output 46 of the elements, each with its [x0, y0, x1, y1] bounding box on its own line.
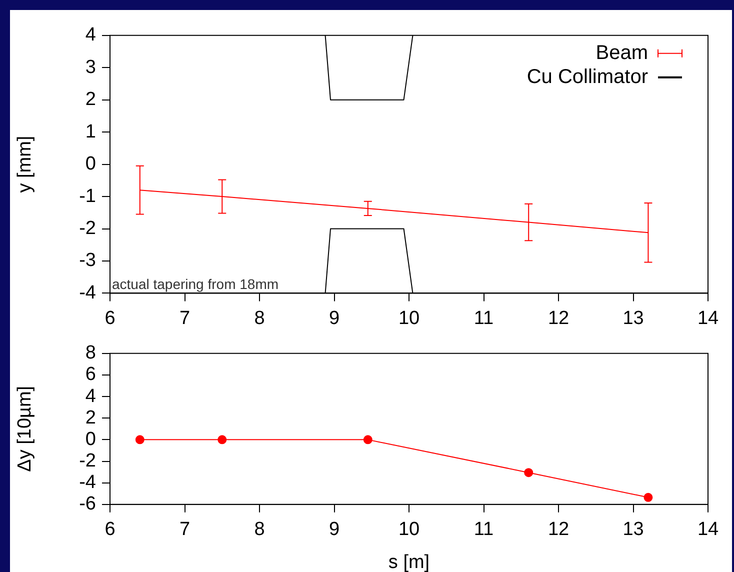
x-tick-label: 12 — [548, 308, 570, 329]
x-tick-label: 9 — [328, 519, 340, 540]
y-axis-title: Δy [10µm] — [14, 386, 36, 472]
x-tick-label: 11 — [474, 308, 494, 329]
point — [135, 435, 144, 444]
y-tick-label: -4 — [79, 282, 96, 304]
x-tick-label: 12 — [548, 519, 570, 540]
x-tick-label: 7 — [179, 308, 190, 329]
y-tick-label: -6 — [79, 494, 96, 515]
x-tick-label: 7 — [179, 519, 190, 540]
y-tick-label: 3 — [85, 56, 96, 78]
y-axis-title: y [mm] — [14, 136, 36, 193]
point — [644, 492, 653, 502]
x-tick-label: 11 — [474, 519, 494, 540]
point — [218, 435, 227, 444]
x-tick-label: 8 — [254, 308, 265, 329]
y-tick-label: 6 — [85, 364, 96, 386]
y-tick-label: 2 — [85, 407, 96, 428]
y-tick-label: 0 — [85, 154, 96, 175]
y-tick-label: 1 — [85, 121, 96, 142]
y-tick-label: -2 — [79, 218, 96, 239]
y-tick-label: -2 — [79, 450, 96, 472]
point — [363, 435, 372, 444]
x-tick-label: 8 — [254, 519, 265, 540]
y-tick-label: -4 — [79, 472, 96, 494]
x-tick-label: 13 — [622, 519, 644, 540]
x-tick-label: 10 — [398, 519, 420, 540]
y-tick-label: -1 — [79, 186, 96, 207]
y-tick-label: 0 — [85, 428, 96, 450]
x-tick-label: 6 — [104, 308, 116, 329]
y-tick-label: -3 — [79, 250, 96, 272]
x-tick-label: 14 — [697, 519, 719, 540]
x-tick-label: 9 — [328, 308, 340, 329]
legend-label: Beam — [596, 42, 648, 64]
x-tick-label: 13 — [622, 308, 644, 329]
x-tick-label: 10 — [398, 308, 420, 329]
y-tick-label: 4 — [85, 24, 96, 46]
legend-label: Cu Collimator — [526, 66, 648, 88]
y-tick-label: 8 — [85, 342, 96, 364]
x-axis-title: s [m] — [388, 552, 430, 572]
annotation: actual tapering from 18mm — [112, 276, 279, 292]
y-tick-label: 4 — [85, 386, 96, 407]
y-tick-label: 2 — [85, 89, 96, 110]
x-tick-label: 14 — [697, 308, 719, 329]
x-tick-label: 6 — [104, 519, 116, 540]
point — [524, 468, 534, 478]
